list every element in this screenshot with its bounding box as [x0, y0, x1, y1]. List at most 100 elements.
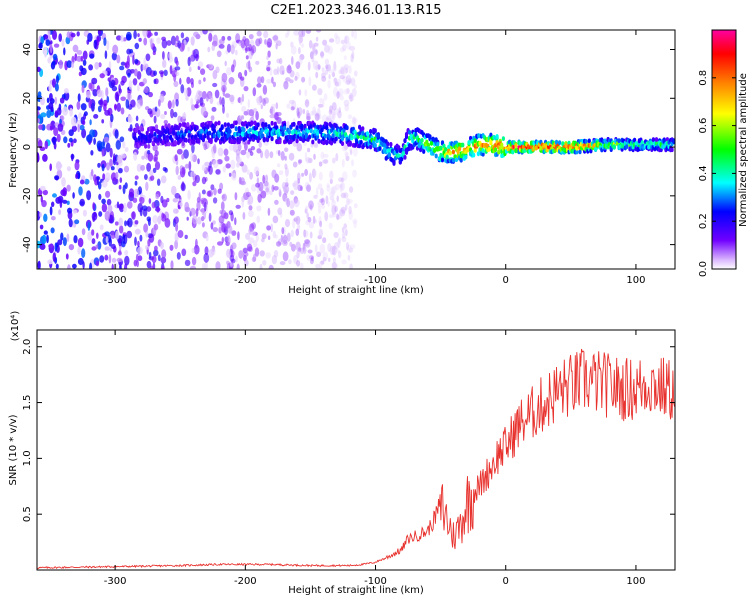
heatmap-ridge-cell: [459, 157, 463, 163]
heatmap-noise-cell: [270, 106, 274, 115]
heatmap-noise-cell: [351, 30, 354, 38]
heatmap-ridge-cell: [440, 140, 445, 146]
heatmap-noise-cell: [199, 97, 204, 106]
heatmap-noise-cell: [312, 44, 316, 54]
heatmap-noise-cell: [145, 53, 151, 62]
heatmap-ridge-cell: [358, 143, 362, 149]
x-tick-label: 0: [503, 275, 509, 286]
heatmap-ridge-cell: [495, 134, 499, 139]
heatmap-noise-cell: [338, 69, 343, 75]
heatmap-noise-cell: [342, 75, 348, 83]
heatmap-noise-cell: [174, 154, 178, 162]
heatmap-noise-cell: [340, 206, 346, 214]
heatmap-noise-cell: [267, 60, 271, 65]
heatmap-noise-cell: [346, 87, 350, 94]
heatmap-noise-cell: [172, 99, 175, 109]
heatmap-noise-cell: [341, 171, 348, 181]
heatmap-noise-cell: [93, 39, 98, 49]
heatmap-noise-cell: [48, 244, 54, 248]
heatmap-noise-cell: [111, 243, 116, 250]
heatmap-noise-cell: [235, 255, 238, 263]
heatmap-noise-cell: [76, 119, 82, 126]
heatmap-noise-cell: [235, 204, 241, 209]
heatmap-noise-cell: [111, 85, 118, 92]
heatmap-noise-cell: [133, 68, 138, 77]
heatmap-ridge-cell: [250, 121, 254, 126]
heatmap-noise-cell: [43, 230, 48, 235]
heatmap-noise-cell: [273, 68, 278, 76]
heatmap-noise-cell: [218, 226, 222, 234]
heatmap-noise-cell: [330, 187, 336, 196]
heatmap-y-axis-label: Frequency (Hz): [8, 112, 19, 188]
heatmap-noise-cell: [156, 206, 160, 213]
heatmap-noise-cell: [161, 36, 167, 41]
heatmap-ridge-cell: [420, 138, 424, 143]
heatmap-noise-cell: [194, 104, 200, 109]
heatmap-ridge-cell: [376, 133, 380, 139]
heatmap-ridge-cell: [561, 141, 565, 147]
heatmap-noise-cell: [266, 78, 272, 84]
heatmap-noise-cell: [193, 244, 200, 255]
heatmap-noise-cell: [284, 78, 289, 84]
heatmap-noise-cell: [290, 190, 295, 196]
heatmap-noise-cell: [212, 159, 219, 169]
heatmap-noise-cell: [256, 83, 262, 88]
heatmap-noise-cell: [274, 173, 280, 183]
heatmap-noise-cell: [160, 175, 167, 184]
heatmap-noise-cell: [104, 211, 111, 221]
heatmap-noise-cell: [217, 188, 222, 194]
heatmap-noise-cell: [320, 204, 326, 210]
heatmap-noise-cell: [346, 41, 351, 50]
heatmap-noise-cell: [307, 249, 313, 254]
heatmap-noise-cell: [59, 118, 62, 125]
heatmap-noise-cell: [104, 109, 111, 116]
x-tick-label: 100: [626, 275, 645, 286]
heatmap-noise-cell: [286, 103, 291, 109]
heatmap-noise-cell: [351, 88, 357, 97]
heatmap-noise-cell: [244, 259, 249, 267]
heatmap-noise-cell: [329, 105, 333, 113]
heatmap-noise-cell: [317, 64, 321, 70]
heatmap-noise-cell: [304, 99, 310, 108]
heatmap-ridge-cell: [226, 122, 230, 128]
heatmap-ridge-cell: [404, 150, 409, 155]
heatmap-noise-cell: [212, 220, 216, 225]
heatmap-noise-cell: [252, 87, 257, 97]
heatmap-noise-cell: [265, 187, 270, 193]
heatmap-noise-cell: [349, 45, 356, 51]
heatmap-ridge-cell: [487, 146, 491, 152]
heatmap-noise-cell: [135, 115, 139, 122]
heatmap-noise-cell: [260, 190, 267, 199]
heatmap-noise-cell: [177, 204, 181, 210]
y-tick-label: 20: [22, 92, 33, 105]
heatmap-noise-cell: [300, 262, 304, 269]
heatmap-ridge-cell: [461, 142, 465, 148]
heatmap-noise-cell: [262, 98, 267, 107]
heatmap-ridge-cell: [422, 149, 426, 154]
heatmap-noise-cell: [247, 200, 251, 206]
heatmap-noise-cell: [286, 197, 290, 208]
heatmap-noise-cell: [251, 45, 257, 54]
heatmap-noise-cell: [210, 184, 215, 191]
heatmap-noise-cell: [54, 175, 60, 181]
heatmap-noise-cell: [120, 96, 126, 102]
heatmap-noise-cell: [192, 215, 198, 225]
heatmap-noise-cell: [318, 261, 323, 269]
heatmap-noise-cell: [238, 157, 242, 165]
x-tick-label: 0: [503, 576, 509, 587]
heatmap-noise-cell: [62, 237, 67, 247]
heatmap-noise-cell: [45, 39, 51, 46]
heatmap-noise-cell: [127, 217, 133, 228]
heatmap-noise-cell: [331, 204, 337, 215]
heatmap-noise-cell: [255, 60, 260, 65]
heatmap-noise-cell: [208, 63, 214, 70]
heatmap-noise-cell: [201, 91, 207, 100]
heatmap-noise-cell: [308, 255, 314, 260]
heatmap-ridge-cell: [148, 138, 152, 143]
heatmap-noise-cell: [112, 44, 119, 54]
heatmap-noise-cell: [93, 114, 99, 119]
heatmap-ridge-cell: [426, 142, 430, 148]
heatmap-noise-cell: [335, 35, 341, 45]
heatmap-noise-cell: [248, 205, 253, 211]
heatmap-noise-cell: [324, 58, 330, 66]
